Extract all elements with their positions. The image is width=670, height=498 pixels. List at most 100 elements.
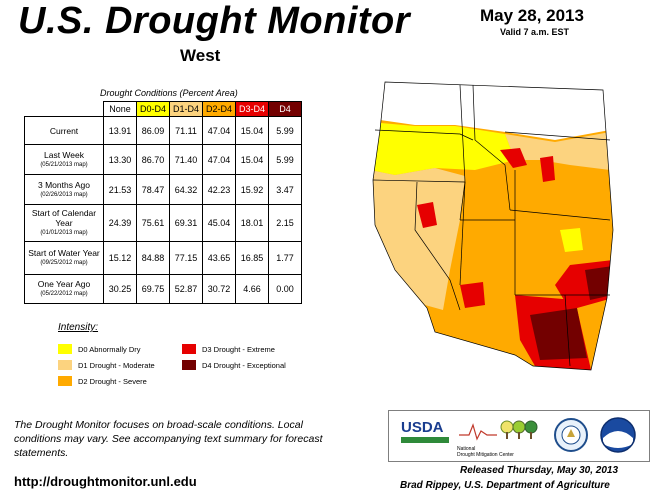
row-label-date: (05/22/2012 map) <box>40 291 88 297</box>
extreme-drought-area <box>540 156 555 182</box>
ndmc-logo-line2: Drought Mitigation Center <box>457 452 514 458</box>
table-row: Last Week (05/21/2013 map) 13.30 86.70 71… <box>24 144 302 175</box>
table-cell: 86.70 <box>136 144 170 175</box>
table-cell: 24.39 <box>103 204 137 242</box>
table-cell: 15.12 <box>103 241 137 275</box>
ndmc-trees-icon <box>459 420 538 441</box>
table-cell: 71.40 <box>169 144 203 175</box>
column-header-d3-d4: D3-D4 <box>235 101 269 117</box>
table-cell: 30.72 <box>202 274 236 304</box>
table-cell: 45.04 <box>202 204 236 242</box>
table-cell: 71.11 <box>169 116 203 145</box>
legend-swatch-d0 <box>58 344 72 354</box>
ndmc-logo-line1: National <box>457 446 476 452</box>
table-cell: 4.66 <box>235 274 269 304</box>
table-cell: 15.92 <box>235 174 269 205</box>
release-date: Released Thursday, May 30, 2013 <box>460 465 619 476</box>
drought-conditions-table: None D0-D4 D1-D4 D2-D4 D3-D4 D4 Current … <box>24 101 302 304</box>
column-header-d2-d4: D2-D4 <box>202 101 236 117</box>
moderate-drought-area <box>373 168 465 310</box>
table-cell: 69.75 <box>136 274 170 304</box>
footnote: The Drought Monitor focuses on broad-sca… <box>14 419 323 459</box>
usda-logo-stripe <box>401 437 449 443</box>
table-cell: 1.77 <box>268 241 302 275</box>
legend-swatch-d4 <box>182 360 196 370</box>
legend-heading: Intensity: <box>58 322 99 333</box>
table-header-row: None D0-D4 D1-D4 D2-D4 D3-D4 D4 <box>25 101 302 117</box>
table-cell: 84.88 <box>136 241 170 275</box>
row-label: One Year Ago (05/22/2012 map) <box>24 274 104 304</box>
extreme-drought-area <box>417 202 437 228</box>
commerce-seal-icon <box>554 418 588 452</box>
extreme-drought-area <box>500 148 527 168</box>
table-cell: 0.00 <box>268 274 302 304</box>
legend-label-d2: D2 Drought - Severe <box>78 377 147 386</box>
moderate-drought-area <box>505 132 610 170</box>
table-cell: 75.61 <box>136 204 170 242</box>
table-cell: 47.04 <box>202 116 236 145</box>
exceptional-drought-area <box>530 308 587 360</box>
row-label-text: Start of Calendar Year <box>31 208 97 228</box>
table-caption: Drought Conditions (Percent Area) <box>100 88 238 98</box>
row-label: Last Week (05/21/2013 map) <box>24 144 104 175</box>
valid-time: Valid 7 a.m. EST <box>500 27 570 37</box>
table-cell: 78.47 <box>136 174 170 205</box>
legend-swatch-d3 <box>182 344 196 354</box>
partner-logos: USDA National Drought Mitigation Center <box>388 410 650 462</box>
row-label-date: (01/01/2013 map) <box>40 230 88 236</box>
table-cell: 18.01 <box>235 204 269 242</box>
row-label-text: 3 Months Ago <box>38 179 90 190</box>
row-label: Current <box>24 116 104 145</box>
row-label-date: (02/26/2013 map) <box>40 191 88 198</box>
extreme-drought-area <box>460 282 485 308</box>
noaa-logo-icon <box>600 417 636 453</box>
table-cell: 2.15 <box>268 204 302 242</box>
legend-swatch-d2 <box>58 376 72 386</box>
table-cell: 15.04 <box>235 144 269 175</box>
row-label-date: (09/25/2012 map) <box>40 260 88 266</box>
table-cell: 69.31 <box>169 204 203 242</box>
legend-label-d4: D4 Drought - Exceptional <box>202 361 286 370</box>
abnormally-dry-area <box>373 122 515 175</box>
table-cell: 86.09 <box>136 116 170 145</box>
table-row: Start of Calendar Year (01/01/2013 map) 2… <box>24 204 302 242</box>
legend-label-d0: D0 Abnormally Dry <box>78 345 141 354</box>
map-title: U.S. Drought Monitor <box>18 0 411 42</box>
table-cell: 77.15 <box>169 241 203 275</box>
table-cell: 21.53 <box>103 174 137 205</box>
exceptional-drought-area <box>585 266 613 300</box>
column-header-d1-d4: D1-D4 <box>169 101 203 117</box>
usda-logo-text: USDA <box>401 419 444 436</box>
map-date: May 28, 2013 <box>480 6 584 25</box>
row-label-text: Current <box>49 125 79 136</box>
row-label-text: Start of Water Year <box>28 248 100 258</box>
website-link[interactable]: http://droughtmonitor.unl.edu <box>14 474 197 489</box>
table-row: One Year Ago (05/22/2012 map) 30.25 69.75… <box>24 274 302 304</box>
table-cell: 47.04 <box>202 144 236 175</box>
region-label: West <box>180 46 221 65</box>
ndmc-logo: National Drought Mitigation Center <box>457 417 545 458</box>
legend-label-d3: D3 Drought - Extreme <box>202 345 275 354</box>
author: Brad Rippey, U.S. Department of Agricult… <box>400 480 610 491</box>
usda-logo: USDA <box>401 419 449 449</box>
table-cell: 5.99 <box>268 144 302 175</box>
row-label: Start of Calendar Year (01/01/2013 map) <box>24 204 104 242</box>
legend-label-d1: D1 Drought - Moderate <box>78 361 155 370</box>
legend-swatch-d1 <box>58 360 72 370</box>
row-label: Start of Water Year (09/25/2012 map) <box>24 241 104 275</box>
column-header-d4: D4 <box>268 101 302 117</box>
table-cell: 43.65 <box>202 241 236 275</box>
state-boundaries <box>372 81 614 371</box>
column-header-d0-d4: D0-D4 <box>136 101 170 117</box>
no-drought-area <box>380 82 610 140</box>
table-cell: 15.04 <box>235 116 269 145</box>
row-label: 3 Months Ago (02/26/2013 map) <box>24 174 104 205</box>
row-label-text: Last Week <box>43 149 84 160</box>
table-cell: 52.87 <box>169 274 203 304</box>
table-row: 3 Months Ago (02/26/2013 map) 21.53 78.47… <box>24 174 302 205</box>
table-cell: 30.25 <box>103 274 137 304</box>
table-cell: 3.47 <box>268 174 302 205</box>
abnormally-dry-area <box>560 228 583 252</box>
table-cell: 13.30 <box>103 144 137 175</box>
table-cell: 5.99 <box>268 116 302 145</box>
